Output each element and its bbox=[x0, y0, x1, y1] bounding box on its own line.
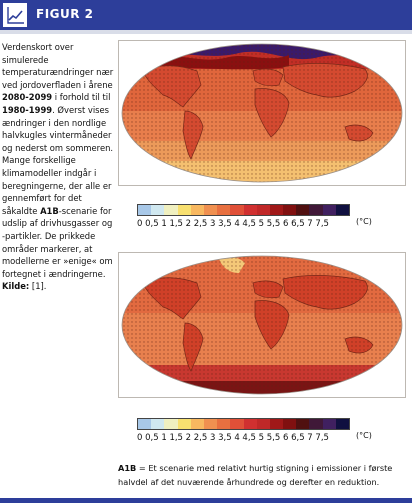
line-chart-icon bbox=[2, 2, 28, 28]
caption-text-1: Verdenskort over simulerede temperaturæn… bbox=[2, 42, 114, 90]
scale-swatch bbox=[256, 205, 270, 215]
scale-swatch bbox=[269, 419, 284, 429]
scale-swatch bbox=[190, 419, 204, 429]
scale-labels: 0 0,5 1 1,5 2 2,5 3 3,5 4 4,5 5 5,5 6 6,… bbox=[137, 219, 329, 229]
scenario-footnote: A1B = Et scenarie med relativt hurtig st… bbox=[118, 461, 408, 489]
scale-swatch bbox=[138, 419, 152, 429]
winter-temperature-map bbox=[118, 40, 406, 186]
scale-swatch bbox=[256, 419, 270, 429]
scale-swatch bbox=[217, 419, 231, 429]
scale-unit: (°C) bbox=[356, 217, 372, 226]
scale-swatch bbox=[151, 419, 165, 429]
caption-bold-1: 2080-2099 bbox=[2, 92, 53, 103]
scale-swatch bbox=[217, 205, 231, 215]
color-scale-bar bbox=[137, 204, 350, 216]
scale-swatch bbox=[230, 205, 244, 215]
scale-swatch bbox=[190, 205, 204, 215]
scale-swatch bbox=[309, 419, 323, 429]
bottom-rule bbox=[0, 498, 412, 503]
scale-swatch bbox=[243, 205, 257, 215]
scale-swatch bbox=[164, 419, 178, 429]
caption-text-2: i forhold til til bbox=[52, 92, 111, 103]
scale-swatch bbox=[151, 205, 165, 215]
scale-swatch bbox=[322, 419, 336, 429]
scale-swatch bbox=[296, 205, 310, 215]
scale-swatch bbox=[177, 205, 191, 215]
scale-swatch bbox=[203, 205, 218, 215]
figure-header: FIGUR 2 bbox=[0, 0, 412, 34]
figure-caption: Verdenskort over simulerede temperaturæn… bbox=[2, 41, 114, 293]
caption-bold-4: Kilde: bbox=[2, 281, 30, 292]
caption-text-3: . Øverst vises ændringer i den nordlige … bbox=[2, 104, 114, 216]
scale-labels: 0 0,5 1 1,5 2 2,5 3 3,5 4 4,5 5 5,5 6 6,… bbox=[137, 433, 329, 443]
caption-text-5: [1]. bbox=[29, 281, 47, 292]
scale-swatch bbox=[138, 205, 152, 215]
scale-swatch bbox=[322, 205, 336, 215]
scale-swatch bbox=[335, 205, 349, 215]
scale-swatch bbox=[243, 419, 257, 429]
temperature-scale-bottom: 0 0,5 1 1,5 2 2,5 3 3,5 4 4,5 5 5,5 6 6,… bbox=[137, 418, 372, 444]
scale-swatch bbox=[230, 419, 244, 429]
scale-swatch bbox=[283, 419, 297, 429]
footnote-text: = Et scenarie med relativt hurtig stigni… bbox=[118, 463, 393, 487]
temperature-scale-top: 0 0,5 1 1,5 2 2,5 3 3,5 4 4,5 5 5,5 6 6,… bbox=[137, 204, 372, 230]
scale-swatch bbox=[177, 419, 191, 429]
scale-swatch bbox=[283, 205, 297, 215]
scale-swatch bbox=[309, 205, 323, 215]
scale-swatch bbox=[203, 419, 218, 429]
scale-swatch bbox=[164, 205, 178, 215]
caption-bold-3: A1B bbox=[40, 205, 59, 216]
scale-swatch bbox=[335, 419, 349, 429]
footnote-term: A1B bbox=[118, 463, 137, 473]
scale-swatch bbox=[296, 419, 310, 429]
caption-bold-2: 1980-1999 bbox=[2, 104, 53, 115]
scale-unit: (°C) bbox=[356, 431, 372, 440]
color-scale-bar bbox=[137, 418, 350, 430]
figure-title: FIGUR 2 bbox=[36, 7, 94, 21]
summer-temperature-map bbox=[118, 252, 406, 398]
scale-swatch bbox=[269, 205, 284, 215]
caption-text-4: -scenarie for udslip af drivhusgasser og… bbox=[2, 205, 113, 279]
